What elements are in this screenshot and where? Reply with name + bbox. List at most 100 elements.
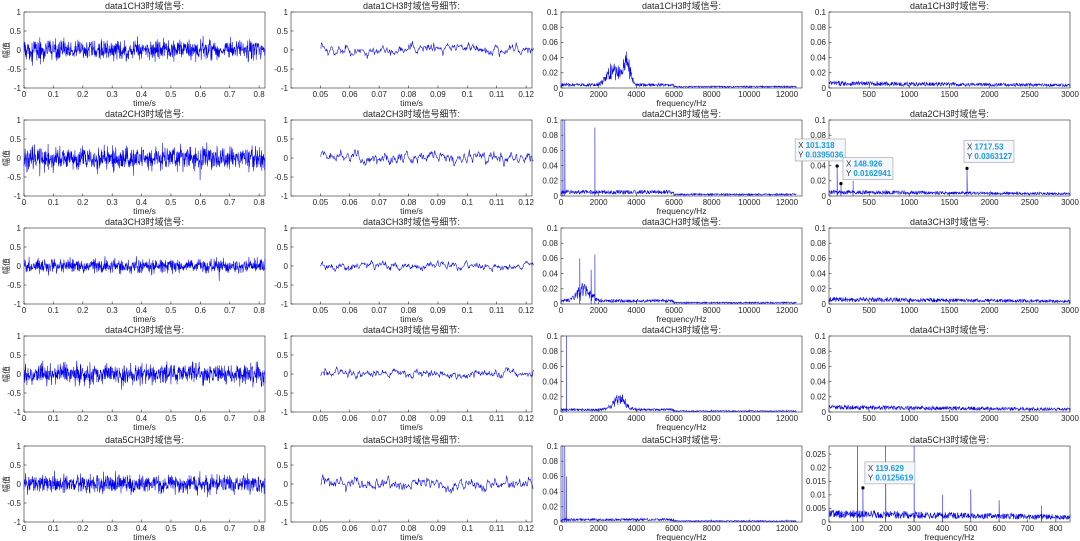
y-axis-label: 幅值 bbox=[1, 150, 11, 166]
y-tick-label: 0.5 bbox=[277, 27, 289, 36]
y-tick-label: 0 bbox=[822, 192, 827, 201]
y-tick-label: 1 bbox=[17, 116, 22, 125]
x-tick-label: 2000 bbox=[981, 198, 999, 207]
y-tick-label: 0.02 bbox=[542, 393, 558, 402]
signal-line bbox=[320, 149, 534, 167]
x-tick-label: 0.11 bbox=[489, 414, 505, 423]
axes-box bbox=[828, 11, 1071, 89]
x-tick-label: 1500 bbox=[941, 306, 959, 315]
x-tick-label: 0.4 bbox=[136, 524, 148, 533]
y-tick-label: 0.02 bbox=[542, 285, 558, 294]
datatip-y: Y 0.0363127 bbox=[967, 152, 1013, 161]
x-tick-label: 0.11 bbox=[489, 306, 505, 315]
x-tick-label: 500 bbox=[862, 198, 876, 207]
y-tick-label: 0.5 bbox=[10, 27, 22, 36]
x-tick-label: 2000 bbox=[590, 306, 608, 315]
x-tick-label: 0.08 bbox=[401, 198, 417, 207]
x-tick-label: 1000 bbox=[900, 90, 918, 99]
y-tick-label: -0.5 bbox=[274, 281, 288, 290]
x-tick-label: 0.3 bbox=[107, 198, 119, 207]
x-tick-label: 0.1 bbox=[462, 90, 474, 99]
x-tick-label: 0.1 bbox=[48, 90, 60, 99]
y-tick-label: 0 bbox=[17, 262, 22, 271]
x-axis-label: time/s bbox=[400, 206, 423, 216]
x-tick-label: 6000 bbox=[665, 198, 683, 207]
x-tick-label: 0.07 bbox=[371, 198, 387, 207]
x-tick-label: 0 bbox=[22, 90, 27, 99]
x-tick-label: 0 bbox=[827, 306, 832, 315]
x-tick-label: 0 bbox=[559, 524, 564, 533]
subplot-r4-c2: 0.05 0.06 0.07 0.08 0.09 0.1 0.11 0.12 -1 -0.5 0 0.… bbox=[274, 324, 534, 432]
x-tick-label: 12000 bbox=[776, 90, 799, 99]
x-tick-label: 3000 bbox=[1061, 198, 1079, 207]
y-tick-label: -1 bbox=[14, 518, 22, 527]
y-tick-label: 0.04 bbox=[810, 53, 826, 62]
subplot-title: data4CH3时域信号: bbox=[910, 324, 989, 335]
subplot-title: data4CH3时域信号: bbox=[105, 324, 184, 335]
x-tick-label: 0 bbox=[22, 306, 27, 315]
x-tick-label: 6000 bbox=[665, 90, 683, 99]
y-tick-label: 0.005 bbox=[806, 504, 827, 513]
x-tick-label: 0 bbox=[827, 90, 832, 99]
datatip[interactable]: X 1717.53Y 0.0363127 bbox=[963, 140, 1015, 163]
x-tick-label: 0 bbox=[22, 198, 27, 207]
x-tick-label: 10000 bbox=[738, 198, 761, 207]
x-tick-label: 8000 bbox=[703, 414, 721, 423]
y-tick-label: 0.1 bbox=[815, 116, 827, 125]
x-tick-label: 0.09 bbox=[430, 306, 446, 315]
x-tick-label: 4000 bbox=[627, 306, 645, 315]
y-tick-label: 0 bbox=[554, 518, 559, 527]
subplot-r5-c4: 0 100 200 300 400 500 600 700 800 0 0.005 0.01 0.015… bbox=[806, 434, 1071, 541]
x-tick-label: 0.05 bbox=[313, 198, 329, 207]
x-tick-label: 0.4 bbox=[136, 414, 148, 423]
x-tick-label: 8000 bbox=[703, 198, 721, 207]
y-tick-label: 0.02 bbox=[542, 503, 558, 512]
x-axis-label: frequency/Hz bbox=[656, 206, 706, 216]
y-tick-label: 0.5 bbox=[277, 135, 289, 144]
x-tick-label: 2000 bbox=[981, 306, 999, 315]
x-tick-label: 0.06 bbox=[342, 198, 358, 207]
y-tick-label: 0 bbox=[284, 370, 289, 379]
x-tick-label: 0 bbox=[559, 306, 564, 315]
subplot-r1-c1: 0 0.1 0.2 0.3 0.4 0.5 0.6 0.7 0.8 -1 -0.5 0 0.5 1 data… bbox=[1, 0, 266, 108]
y-tick-label: 1 bbox=[17, 8, 22, 17]
y-tick-label: 0 bbox=[554, 408, 559, 417]
y-tick-label: -0.5 bbox=[274, 389, 288, 398]
datatip-x: X 148.926 bbox=[846, 160, 883, 169]
y-tick-label: 0.04 bbox=[542, 377, 558, 386]
signal-line bbox=[23, 35, 266, 66]
x-tick-label: 0.2 bbox=[77, 306, 89, 315]
subplot-title: data5CH3时域信号: bbox=[642, 434, 721, 445]
y-tick-label: -1 bbox=[281, 518, 289, 527]
x-tick-label: 10000 bbox=[738, 306, 761, 315]
y-tick-label: 0.08 bbox=[542, 347, 558, 356]
subplot-title: data1CH3时域信号: bbox=[642, 0, 721, 11]
x-tick-label: 2000 bbox=[590, 90, 608, 99]
subplot-r1-c2: 0.05 0.06 0.07 0.08 0.09 0.1 0.11 0.12 -1 -0.5 0 0.… bbox=[274, 0, 534, 108]
x-tick-label: 1000 bbox=[900, 306, 918, 315]
signal-line bbox=[320, 41, 534, 59]
y-tick-label: 0 bbox=[284, 46, 289, 55]
y-tick-label: -1 bbox=[281, 192, 289, 201]
x-axis-label: time/s bbox=[133, 206, 156, 216]
x-tick-label: 1000 bbox=[900, 414, 918, 423]
x-axis-label: frequency/Hz bbox=[656, 314, 706, 324]
subplot-title: data1CH3时域信号: bbox=[910, 0, 989, 11]
y-tick-label: 0 bbox=[822, 408, 827, 417]
subplot-r4-c4: 0 500 1000 1500 2000 2500 3000 0 0.02 0.04 0.06 0.0… bbox=[810, 324, 1079, 423]
signal-line bbox=[23, 142, 266, 181]
x-tick-label: 500 bbox=[862, 90, 876, 99]
x-tick-label: 0 bbox=[559, 414, 564, 423]
subplot-r1-c3: 0 2000 4000 6000 8000 10000 12000 0 0.02 0.04 0.06… bbox=[542, 0, 803, 108]
x-tick-label: 800 bbox=[1049, 524, 1063, 533]
x-tick-label: 0.12 bbox=[518, 414, 534, 423]
y-tick-label: 0.5 bbox=[277, 243, 289, 252]
x-tick-label: 0.7 bbox=[224, 90, 236, 99]
y-tick-label: -1 bbox=[14, 408, 22, 417]
x-tick-label: 2000 bbox=[981, 90, 999, 99]
subplot-title: data5CH3时域信号: bbox=[910, 434, 989, 445]
signal-line bbox=[320, 259, 534, 273]
